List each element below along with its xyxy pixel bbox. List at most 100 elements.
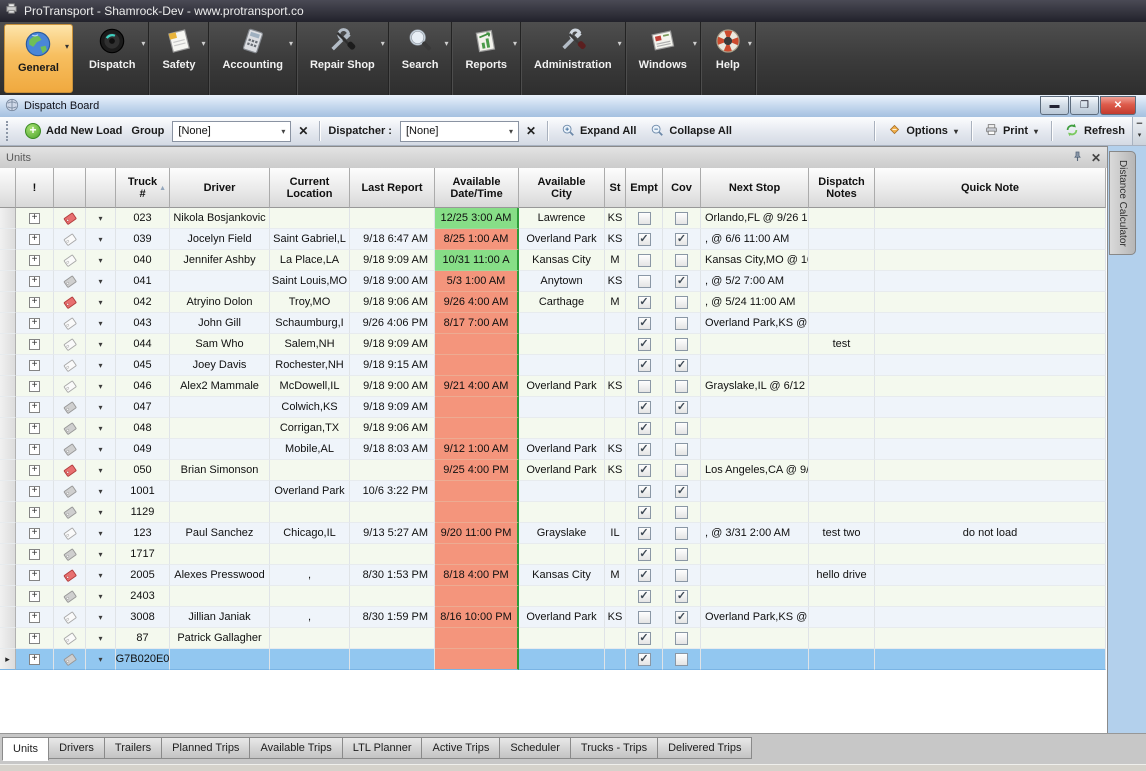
menu-general[interactable]: ▾ General [4, 24, 73, 93]
cov-checkbox[interactable] [675, 526, 688, 540]
menu-safety[interactable]: ▾ Safety [149, 22, 210, 95]
column-header-avail[interactable]: Available Date/Time [435, 168, 519, 208]
empt-checkbox[interactable] [637, 295, 651, 309]
empt-checkbox[interactable] [637, 274, 651, 288]
minimize-button[interactable]: ▬ [1040, 96, 1069, 115]
column-header-location[interactable]: Current Location [270, 168, 350, 208]
chevron-down-icon[interactable]: ▾ [444, 39, 449, 48]
cov-checkbox[interactable] [675, 274, 688, 288]
tab-delivered-trips[interactable]: Delivered Trips [658, 737, 753, 759]
column-header-next_stop[interactable]: Next Stop [701, 168, 809, 208]
cov-checkbox[interactable] [675, 631, 688, 645]
expand-row-button[interactable]: + [29, 359, 40, 371]
expand-all-button[interactable]: Expand All [556, 121, 641, 142]
table-row[interactable]: + ▾ 045 Joey Davis Rochester,NH 9/18 9:15 AM [0, 355, 1107, 376]
menu-repair-shop[interactable]: ▾ Repair Shop [297, 22, 389, 95]
empt-checkbox[interactable] [637, 211, 651, 225]
chevron-down-icon[interactable]: ▾ [98, 486, 103, 496]
cov-checkbox[interactable] [675, 463, 688, 477]
chevron-down-icon[interactable]: ▾ [98, 276, 103, 286]
menu-accounting[interactable]: ▾ Accounting [209, 22, 297, 95]
chevron-down-icon[interactable]: ▾ [281, 126, 286, 136]
column-header-alert[interactable]: ! [16, 168, 54, 208]
close-panel-icon[interactable]: ✕ [1090, 150, 1101, 165]
toolbar-overflow-button[interactable]: ▔ ▾ [1132, 117, 1146, 145]
refresh-button[interactable]: Refresh [1060, 121, 1130, 142]
chevron-down-icon[interactable]: ▾ [692, 39, 697, 48]
restore-button[interactable]: ❐ [1070, 96, 1099, 115]
empt-checkbox[interactable] [637, 589, 651, 603]
menu-windows[interactable]: ▾ Windows [626, 22, 701, 95]
chevron-down-icon[interactable]: ▾ [98, 339, 103, 349]
expand-row-button[interactable]: + [29, 296, 40, 308]
expand-row-button[interactable]: + [29, 506, 40, 518]
empt-checkbox[interactable] [637, 421, 651, 435]
column-header-truck[interactable]: Truck # ▲ [116, 168, 170, 208]
cov-checkbox[interactable] [675, 316, 688, 330]
expand-row-button[interactable]: + [29, 653, 40, 665]
group-select[interactable]: [None] ▾ [172, 120, 292, 142]
table-row[interactable]: + ▾ 050 Brian Simonson 9/25 4:00 PM Overland … [0, 460, 1107, 481]
toolbar-grip[interactable] [6, 121, 13, 141]
chevron-down-icon[interactable]: ▾ [64, 42, 69, 51]
group-clear-button[interactable]: ✕ [298, 124, 309, 138]
cov-checkbox[interactable] [675, 442, 688, 456]
chevron-down-icon[interactable]: ▾ [98, 255, 103, 265]
tab-scheduler[interactable]: Scheduler [500, 737, 571, 759]
chevron-down-icon[interactable]: ▾ [98, 591, 103, 601]
close-button[interactable]: ✕ [1100, 96, 1136, 115]
empt-checkbox[interactable] [637, 337, 651, 351]
empt-checkbox[interactable] [637, 442, 651, 456]
empt-checkbox[interactable] [637, 379, 651, 393]
empt-checkbox[interactable] [637, 505, 651, 519]
cov-checkbox[interactable] [675, 337, 688, 351]
expand-row-button[interactable]: + [29, 212, 40, 224]
expand-row-button[interactable]: + [29, 317, 40, 329]
chevron-down-icon[interactable]: ▾ [98, 360, 103, 370]
column-header-last_report[interactable]: Last Report [350, 168, 435, 208]
cov-checkbox[interactable] [675, 610, 688, 624]
expand-row-button[interactable]: + [29, 611, 40, 623]
empt-checkbox[interactable] [637, 232, 651, 246]
empt-checkbox[interactable] [637, 568, 651, 582]
table-row[interactable]: + ▾ 041 Saint Louis,MO 9/18 9:00 AM 5/3 1:00 … [0, 271, 1107, 292]
tab-active-trips[interactable]: Active Trips [422, 737, 501, 759]
column-header-city[interactable]: Available City [519, 168, 605, 208]
pin-icon[interactable] [1073, 151, 1082, 165]
tab-units[interactable]: Units [2, 737, 50, 761]
expand-row-button[interactable]: + [29, 338, 40, 350]
cov-checkbox[interactable] [675, 253, 688, 267]
table-row[interactable]: + ▾ 046 Alex2 Mammale McDowell,IL 9/18 9:00 A… [0, 376, 1107, 397]
table-row[interactable]: + ▾ 048 Corrigan,TX 9/18 9:06 AM [0, 418, 1107, 439]
tab-ltl-planner[interactable]: LTL Planner [342, 737, 423, 759]
expand-row-button[interactable]: + [29, 233, 40, 245]
chevron-down-icon[interactable]: ▾ [98, 507, 103, 517]
cov-checkbox[interactable] [675, 547, 688, 561]
cov-checkbox[interactable] [675, 505, 688, 519]
cov-checkbox[interactable] [675, 568, 688, 582]
expand-row-button[interactable]: + [29, 380, 40, 392]
empt-checkbox[interactable] [637, 253, 651, 267]
add-new-load-button[interactable]: + Add New Load [20, 121, 127, 141]
table-row[interactable]: + ▾ 040 Jennifer Ashby La Place,LA 9/18 9:09 … [0, 250, 1107, 271]
chevron-down-icon[interactable]: ▾ [98, 633, 103, 643]
menu-administration[interactable]: ▾ Administration [521, 22, 626, 95]
expand-row-button[interactable]: + [29, 485, 40, 497]
table-row[interactable]: + ▾ 047 Colwich,KS 9/18 9:09 AM [0, 397, 1107, 418]
column-header-driver[interactable]: Driver [170, 168, 270, 208]
column-header-st[interactable]: St [605, 168, 626, 208]
table-row[interactable]: + ▾ 123 Paul Sanchez Chicago,IL 9/13 5:27 AM 9… [0, 523, 1107, 544]
chevron-down-icon[interactable]: ▾ [98, 318, 103, 328]
dispatcher-select[interactable]: [None] ▾ [399, 120, 519, 142]
table-row[interactable]: + ▾ 049 Mobile,AL 9/18 8:03 AM 9/12 1:00 AM Ov… [0, 439, 1107, 460]
table-row[interactable]: + ▾ 1001 Overland Park 10/6 3:22 PM [0, 481, 1107, 502]
dispatcher-clear-button[interactable]: ✕ [525, 124, 536, 138]
empt-checkbox[interactable] [637, 484, 651, 498]
expand-row-button[interactable]: + [29, 443, 40, 455]
chevron-down-icon[interactable]: ▾ [98, 570, 103, 580]
table-row[interactable]: + ▾ 023 Nikola Bosjankovic 12/25 3:00 AM Lawr… [0, 208, 1107, 229]
table-row[interactable]: + ▾ 039 Jocelyn Field Saint Gabriel,L 9/18 6:… [0, 229, 1107, 250]
expand-row-button[interactable]: + [29, 548, 40, 560]
chevron-down-icon[interactable]: ▾ [98, 465, 103, 475]
